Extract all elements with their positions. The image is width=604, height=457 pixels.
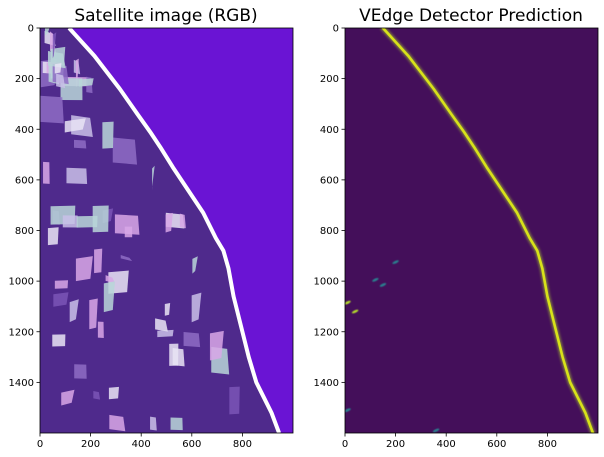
pred-x-tick-label: 800 (538, 439, 557, 450)
field-patch (108, 386, 119, 400)
pred-y-tick-label: 1200 (314, 327, 339, 338)
field-patch (40, 95, 64, 124)
field-patch (52, 334, 66, 347)
satellite-axis-ticks: 0 200 400 600 800 0 200 400 600 800 1000 1200 1400 (9, 24, 252, 451)
field-patch (103, 281, 115, 313)
satellite-image-title: Satellite image (RGB) (74, 6, 257, 26)
pred-y-tick-label: 1000 (314, 277, 339, 288)
field-patch (66, 167, 88, 185)
field-patch (44, 28, 50, 36)
sat-x-tick-label: 0 (37, 439, 43, 450)
field-patch (43, 161, 50, 184)
field-patch (61, 389, 75, 406)
prediction-title: VEdge Detector Prediction (359, 6, 583, 26)
field-patch (112, 137, 138, 165)
sat-y-tick-label: 800 (15, 226, 34, 237)
field-patch (97, 321, 104, 338)
noise-point (432, 428, 440, 433)
field-patch (105, 275, 115, 284)
prediction-axis-ticks: 0 200 400 600 800 0 200 400 600 800 1000 1200 1400 (314, 24, 557, 451)
field-patch (183, 332, 201, 348)
noise-point (345, 408, 351, 413)
sat-x-tick-label: 200 (81, 439, 100, 450)
field-patch (114, 214, 140, 235)
field-patch (157, 329, 174, 338)
sat-x-tick-label: 800 (233, 439, 252, 450)
field-patch (229, 386, 240, 415)
pred-x-tick-label: 0 (342, 439, 348, 450)
sat-y-tick-label: 200 (15, 74, 34, 85)
field-patch (165, 212, 173, 233)
pred-y-tick-label: 1400 (314, 378, 339, 389)
pred-x-tick-label: 200 (386, 439, 405, 450)
field-patch (120, 254, 133, 262)
field-patch (79, 78, 94, 87)
field-patch (209, 330, 224, 361)
sat-x-tick-label: 600 (182, 439, 201, 450)
field-patch (69, 299, 79, 323)
field-patch (169, 343, 179, 366)
field-patch (191, 292, 202, 323)
pred-x-tick-label: 400 (437, 439, 456, 450)
noise-group (345, 260, 440, 433)
field-patch (164, 302, 171, 316)
field-patch (74, 364, 87, 379)
field-patch (170, 417, 183, 431)
pred-x-tick-label: 600 (487, 439, 506, 450)
field-patch (47, 227, 59, 246)
field-patch (102, 121, 114, 149)
pred-y-tick-label: 200 (320, 74, 339, 85)
field-patch (109, 414, 126, 432)
satellite-image-panel: Satellite image (RGB) 0 200 400 600 800 0 200 4… (9, 6, 294, 451)
pred-y-tick-label: 400 (320, 125, 339, 136)
sat-y-tick-label: 0 (28, 24, 34, 35)
field-patch (52, 32, 57, 59)
field-patch (64, 118, 86, 133)
noise-point (392, 260, 399, 265)
prediction-panel: VEdge Detector Prediction 0 200 400 600 8000… (314, 6, 599, 451)
field-patch (150, 416, 157, 431)
pred-y-tick-label: 800 (320, 226, 339, 237)
sat-y-tick-label: 1000 (9, 277, 34, 288)
noise-point (379, 283, 387, 287)
field-patch (94, 248, 103, 274)
noise-point (372, 277, 379, 282)
field-patch (75, 256, 93, 282)
surf-line (67, 28, 281, 433)
edge-line (381, 28, 595, 433)
noise-point (351, 309, 359, 314)
fields-group (40, 28, 240, 432)
pred-y-tick-label: 0 (333, 24, 339, 35)
sat-y-tick-label: 400 (15, 125, 34, 136)
sat-y-tick-label: 600 (15, 175, 34, 186)
field-patch (74, 139, 87, 149)
prediction-background (345, 28, 598, 433)
field-patch (151, 165, 155, 191)
field-patch (56, 73, 66, 89)
field-patch (76, 215, 98, 228)
sat-y-tick-label: 1200 (9, 327, 34, 338)
field-patch (89, 298, 98, 330)
field-patch (54, 280, 69, 289)
sat-x-tick-label: 400 (132, 439, 151, 450)
field-patch (192, 256, 198, 274)
field-patch (93, 390, 101, 400)
field-patch (155, 318, 168, 332)
field-patch (179, 213, 186, 229)
noise-point (345, 300, 351, 305)
field-patch (62, 215, 78, 228)
field-patch (53, 292, 69, 307)
field-patch (54, 63, 62, 74)
sat-y-tick-label: 1400 (9, 378, 34, 389)
pred-y-tick-label: 600 (320, 175, 339, 186)
